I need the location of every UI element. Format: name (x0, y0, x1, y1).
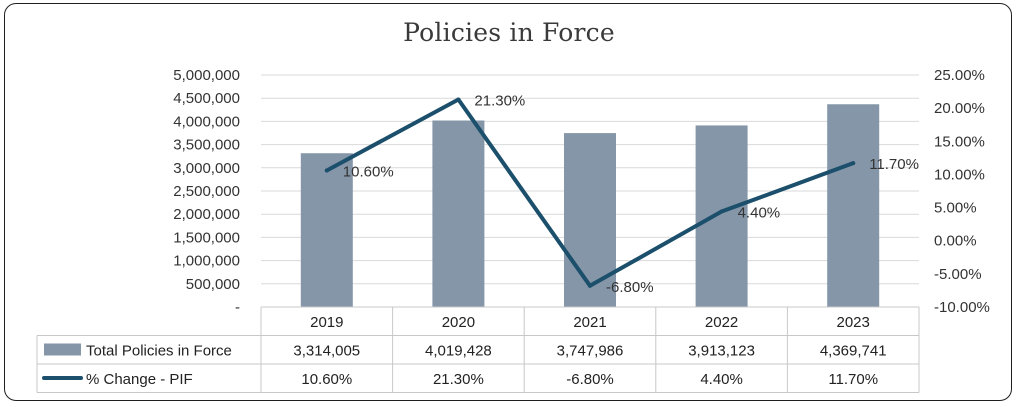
left-tick-label: 4,000,000 (173, 113, 240, 130)
bar-series-name: Total Policies in Force (86, 343, 232, 360)
category-label: 2020 (442, 314, 475, 331)
line-point (588, 283, 592, 288)
right-tick-label: 15.00% (934, 133, 985, 150)
category-label: 2019 (310, 314, 343, 331)
right-tick-label: -5.00% (934, 266, 982, 283)
line-data-label: -6.80% (606, 279, 654, 296)
line-point (456, 97, 461, 102)
left-tick-label: 5,000,000 (173, 67, 240, 84)
table-cell: 10.60% (301, 371, 352, 388)
table-cell: 11.70% (828, 371, 878, 388)
table-cell: -6.80% (566, 371, 614, 388)
chart-title: Policies in Force (403, 18, 615, 47)
line-data-label: 10.60% (343, 163, 394, 180)
line-data-label: 4.40% (738, 205, 781, 222)
bar (300, 153, 353, 307)
left-tick-label: 2,000,000 (173, 206, 240, 223)
table-cell: 4,019,428 (425, 343, 492, 360)
line-data-label: 11.70% (869, 156, 919, 173)
bar (432, 120, 485, 308)
left-tick-label: 4,500,000 (173, 90, 240, 107)
right-tick-label: 20.00% (934, 100, 985, 117)
left-tick-label: - (235, 299, 240, 316)
right-tick-label: -10.00% (934, 299, 990, 316)
bar-series (300, 104, 880, 308)
right-tick-label: 10.00% (934, 166, 985, 183)
category-label: 2021 (573, 314, 606, 331)
table-cell: 3,913,123 (688, 343, 755, 360)
bar (695, 125, 748, 307)
line-point (324, 168, 329, 173)
right-tick-label: 25.00% (934, 67, 985, 84)
left-axis: - 500,000 1,000,000 1,500,000 2,000,000 2,500… (173, 67, 240, 316)
left-tick-label: 3,000,000 (173, 160, 240, 177)
left-tick-label: 1,000,000 (173, 253, 240, 270)
line-point (719, 209, 724, 214)
right-tick-label: 0.00% (934, 233, 977, 250)
left-tick-label: 2,500,000 (173, 183, 240, 200)
left-tick-label: 500,000 (186, 276, 240, 293)
table-cell: 4.40% (700, 371, 743, 388)
data-table: 2019 2020 2021 2022 2023 Total Policies in Fo… (36, 306, 920, 393)
right-axis: -10.00% -5.00% 0.00% 5.00% 10.00% 15.00% 20.00… (934, 67, 990, 316)
table-cell: 3,314,005 (293, 343, 360, 360)
table-cell: 4,369,741 (820, 343, 887, 360)
bar-legend-key (44, 343, 81, 356)
line-series: 10.60% 21.30% -6.80% 4.40% 11.70% (324, 93, 919, 296)
line-data-label: 21.30% (474, 93, 525, 110)
left-tick-label: 3,500,000 (173, 137, 240, 154)
left-tick-label: 1,500,000 (173, 229, 240, 246)
line-series-name: % Change - PIF (86, 371, 193, 388)
bar (827, 104, 880, 307)
line-point (851, 161, 856, 166)
right-tick-label: 5.00% (934, 200, 977, 217)
category-label: 2022 (705, 314, 738, 331)
table-cell: 3,747,986 (557, 343, 624, 360)
category-label: 2023 (837, 314, 870, 331)
table-cell: 21.30% (433, 371, 484, 388)
